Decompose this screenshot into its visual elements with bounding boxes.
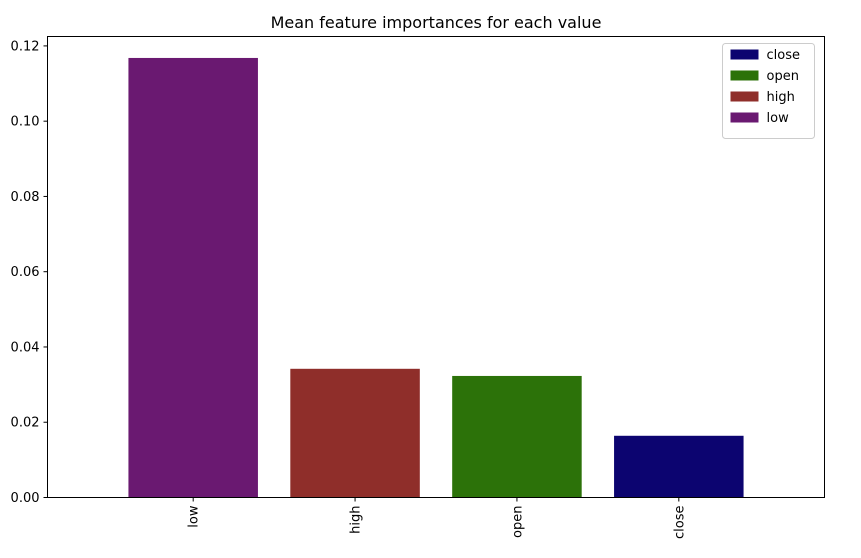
y-tick-label: 0.00 xyxy=(11,491,40,506)
bar-close xyxy=(614,435,744,498)
plot-frame xyxy=(47,36,825,498)
legend-label-open: open xyxy=(767,69,799,84)
y-axis: 0.00 0.02 0.04 0.06 0.08 0.10 0.12 xyxy=(11,39,48,506)
chart-title: Mean feature importances for each value xyxy=(271,13,602,32)
legend: close open high low xyxy=(722,43,815,139)
x-tick-label-open: open xyxy=(510,506,525,538)
legend-label-close: close xyxy=(767,48,800,63)
y-tick-label: 0.02 xyxy=(11,416,40,431)
bars-layer xyxy=(128,57,744,498)
x-tick-label-high: high xyxy=(349,506,364,534)
x-axis: low high open close xyxy=(187,497,687,539)
legend-swatch-low xyxy=(730,112,759,123)
x-tick-label-low: low xyxy=(187,505,202,528)
legend-swatch-high xyxy=(730,91,759,102)
y-tick-label: 0.08 xyxy=(11,190,40,205)
y-tick-label: 0.10 xyxy=(11,115,40,130)
bar-open xyxy=(452,375,582,498)
y-tick-label: 0.04 xyxy=(11,340,40,355)
bar-low xyxy=(128,57,258,498)
x-tick-label-close: close xyxy=(672,505,687,538)
legend-swatch-open xyxy=(730,70,759,81)
legend-swatch-close xyxy=(730,49,759,60)
y-tick-label: 0.06 xyxy=(11,265,40,280)
legend-label-high: high xyxy=(767,90,795,105)
bar-high xyxy=(290,368,420,498)
y-tick-label: 0.12 xyxy=(11,39,40,54)
legend-label-low: low xyxy=(767,111,790,126)
